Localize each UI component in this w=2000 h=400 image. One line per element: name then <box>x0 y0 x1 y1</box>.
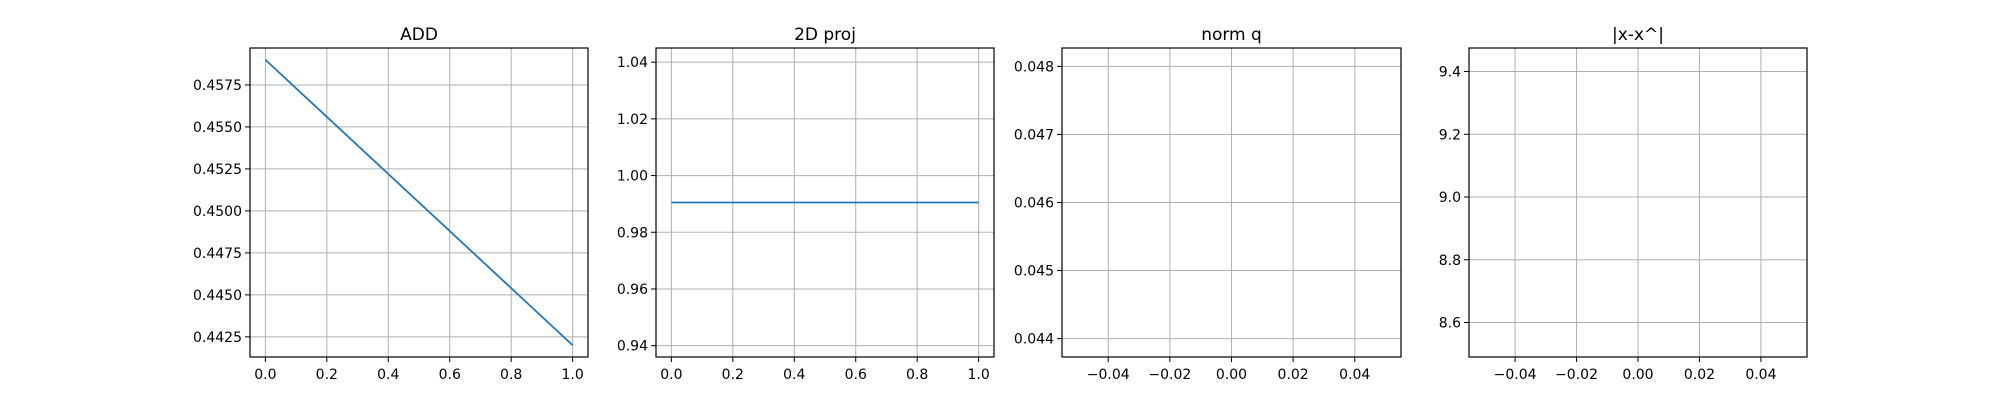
x-tick-label: 0.6 <box>845 367 867 383</box>
subplot-4: |x-x^| −0.04 −0.02 0.00 0.02 0.04 8.6 8.8 9.0 9.2… <box>1439 25 1808 383</box>
y-tick-label: 9.0 <box>1439 190 1461 206</box>
y-tick-label: 0.4575 <box>193 78 242 94</box>
plot-frame <box>1468 47 1808 358</box>
x-tick-label: −0.02 <box>1555 367 1598 383</box>
x-tick-label: −0.04 <box>1494 367 1537 383</box>
y-tick-label: 9.2 <box>1439 127 1461 143</box>
y-tick-label: 0.048 <box>1014 59 1054 75</box>
subplot-3: norm q −0.04 −0.02 0.00 0.02 0.04 0.044 0.045 0.… <box>1014 25 1402 383</box>
plot-frame <box>655 47 995 358</box>
x-tick-label: 0.00 <box>1216 367 1247 383</box>
subplot-2: 2D proj 0.0 0.2 0.4 0.6 0.8 1.0 0.94 0.96 0.98 1.0… <box>617 25 995 383</box>
y-tick-label: 0.045 <box>1014 264 1054 280</box>
x-tick-label: 0.0 <box>660 367 682 383</box>
y-tick-label: 1.04 <box>617 55 648 71</box>
x-tick-label: 0.4 <box>377 367 399 383</box>
x-tick-label: 1.0 <box>562 367 584 383</box>
y-tick-label: 0.4425 <box>193 330 242 346</box>
x-tick-label: 0.0 <box>254 367 276 383</box>
x-tick-label: −0.02 <box>1148 367 1191 383</box>
y-tick-label: 0.046 <box>1014 196 1054 212</box>
series-line-1 <box>264 59 574 346</box>
x-tick-label: 0.8 <box>906 367 928 383</box>
y-tick-label: 0.4500 <box>193 204 242 220</box>
x-tick-label: 0.00 <box>1622 367 1653 383</box>
y-tick-label: 0.044 <box>1014 332 1054 348</box>
plot-frame <box>249 47 589 358</box>
subplot-title: norm q <box>1201 25 1262 45</box>
y-tick-label: 0.4475 <box>193 246 242 262</box>
x-tick-label: 0.8 <box>500 367 522 383</box>
subplot-title: |x-x^| <box>1612 25 1664 45</box>
y-tick-label: 1.02 <box>617 112 648 128</box>
x-tick-label: 0.2 <box>722 367 744 383</box>
y-tick-label: 0.4550 <box>193 120 242 136</box>
x-tick-label: 0.02 <box>1278 367 1309 383</box>
x-tick-label: 0.4 <box>783 367 805 383</box>
y-tick-label: 8.8 <box>1439 253 1461 269</box>
y-tick-label: 1.00 <box>617 169 648 185</box>
y-tick-label: 0.047 <box>1014 127 1054 143</box>
plot-frame <box>1061 47 1402 358</box>
subplot-1: ADD 0.0 0.2 0.4 0.6 0.8 1.0 0.4425 0.4450 0.4475 0… <box>193 25 589 383</box>
x-tick-label: 0.6 <box>439 367 461 383</box>
subplot-title: ADD <box>400 25 438 45</box>
x-tick-label: −0.04 <box>1087 367 1130 383</box>
x-tick-label: 0.2 <box>316 367 338 383</box>
x-tick-label: 0.02 <box>1684 367 1715 383</box>
y-tick-label: 9.4 <box>1439 65 1461 81</box>
y-tick-label: 0.4450 <box>193 288 242 304</box>
y-tick-label: 8.6 <box>1439 315 1461 331</box>
subplot-title: 2D proj <box>794 25 856 45</box>
x-tick-label: 0.04 <box>1339 367 1370 383</box>
x-tick-label: 1.0 <box>968 367 990 383</box>
x-tick-label: 0.04 <box>1745 367 1776 383</box>
y-tick-label: 0.4525 <box>193 162 242 178</box>
y-tick-label: 0.94 <box>617 339 648 355</box>
y-tick-label: 0.96 <box>617 282 648 298</box>
y-tick-label: 0.98 <box>617 225 648 241</box>
